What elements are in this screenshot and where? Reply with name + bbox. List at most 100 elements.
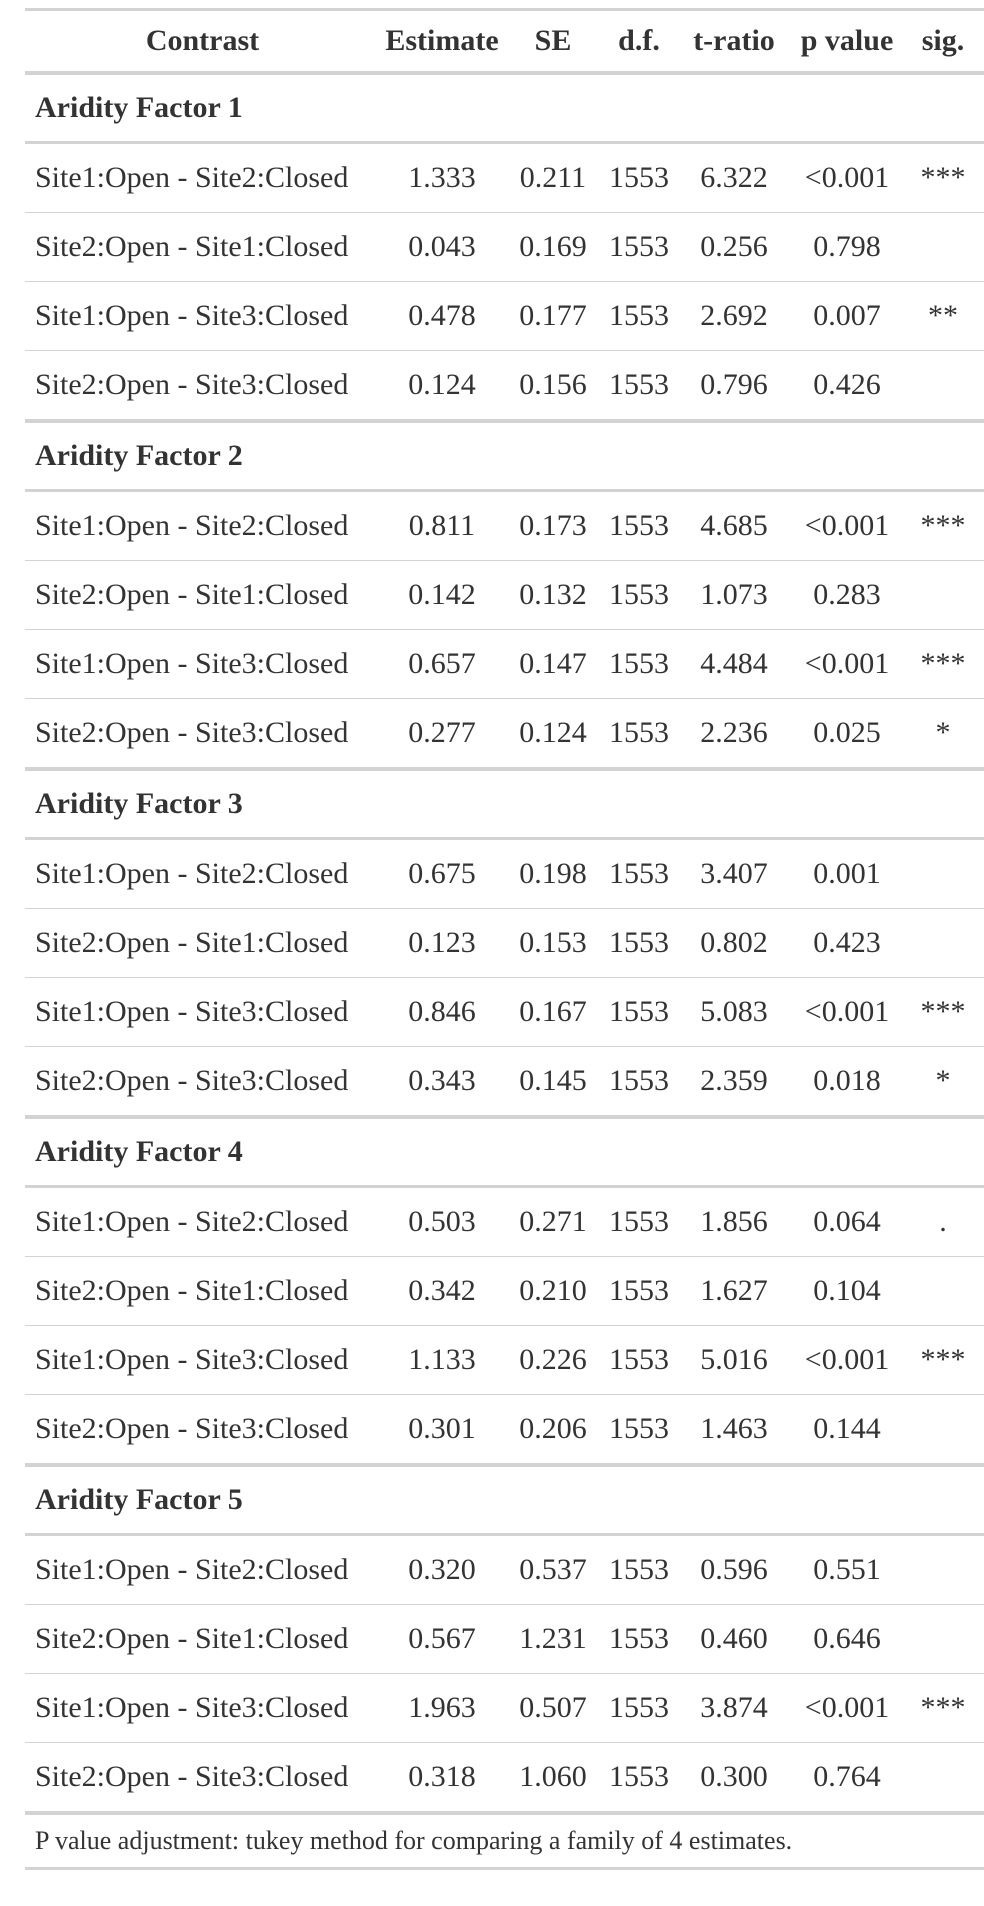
cell-contrast: Site2:Open - Site3:Closed [25, 350, 380, 421]
cell-estimate: 0.343 [380, 1046, 504, 1117]
cell-df: 1553 [602, 1325, 676, 1395]
cell-contrast: Site1:Open - Site2:Closed [25, 1534, 380, 1605]
table-footer: P value adjustment: tukey method for com… [25, 1813, 984, 1869]
cell-df: 1553 [602, 1673, 676, 1743]
cell-p-value: 0.025 [792, 698, 902, 769]
cell-contrast: Site2:Open - Site3:Closed [25, 1046, 380, 1117]
cell-t-ratio: 1.073 [676, 560, 792, 630]
cell-estimate: 0.846 [380, 977, 504, 1047]
group-label: Aridity Factor 2 [25, 419, 984, 492]
cell-se: 0.507 [504, 1673, 602, 1743]
cell-p-value: 0.007 [792, 281, 902, 351]
cell-estimate: 0.124 [380, 350, 504, 421]
table-row: Site1:Open - Site3:Closed 1.963 0.507 1553 3… [25, 1673, 984, 1743]
footnote-row: P value adjustment: tukey method for com… [25, 1813, 984, 1869]
cell-t-ratio: 5.016 [676, 1325, 792, 1395]
column-header-sig: sig. [921, 24, 965, 57]
cell-contrast: Site1:Open - Site2:Closed [25, 142, 380, 213]
cell-p-value: 0.426 [792, 350, 902, 421]
cell-estimate: 1.963 [380, 1673, 504, 1743]
cell-estimate: 0.478 [380, 281, 504, 351]
group-row: Aridity Factor 5 [25, 1463, 984, 1536]
column-header-df: d.f. [618, 24, 660, 57]
table-row: Site1:Open - Site2:Closed 0.811 0.173 1553 4… [25, 490, 984, 561]
cell-estimate: 0.503 [380, 1186, 504, 1257]
column-header-contrast: Contrast [145, 24, 260, 57]
cell-se: 0.210 [504, 1256, 602, 1326]
cell-se: 0.211 [504, 142, 602, 213]
cell-df: 1553 [602, 698, 676, 769]
cell-df: 1553 [602, 629, 676, 699]
cell-t-ratio: 3.874 [676, 1673, 792, 1743]
cell-contrast: Site2:Open - Site3:Closed [25, 1742, 380, 1813]
cell-p-value: 0.551 [792, 1534, 902, 1605]
cell-df: 1553 [602, 1604, 676, 1674]
cell-estimate: 0.123 [380, 908, 504, 978]
cell-t-ratio: 1.463 [676, 1394, 792, 1465]
cell-df: 1553 [602, 1394, 676, 1465]
cell-contrast: Site1:Open - Site2:Closed [25, 838, 380, 909]
cell-df: 1553 [602, 560, 676, 630]
cell-df: 1553 [602, 350, 676, 421]
cell-sig: *** [902, 490, 984, 561]
cell-df: 1553 [602, 1046, 676, 1117]
cell-sig: *** [902, 142, 984, 213]
cell-se: 0.132 [504, 560, 602, 630]
cell-p-value: 0.764 [792, 1742, 902, 1813]
cell-sig: *** [902, 977, 984, 1047]
table-row: Site2:Open - Site3:Closed 0.277 0.124 1553 2… [25, 698, 984, 769]
cell-se: 0.145 [504, 1046, 602, 1117]
cell-df: 1553 [602, 977, 676, 1047]
table-body: Aridity Factor 1 Site1:Open - Site2:Close… [25, 73, 984, 1813]
cell-sig [902, 560, 984, 630]
table-row: Site1:Open - Site3:Closed 1.133 0.226 1553 5… [25, 1325, 984, 1395]
table-row: Site2:Open - Site1:Closed 0.123 0.153 1553 0… [25, 908, 984, 978]
group-row: Aridity Factor 4 [25, 1115, 984, 1188]
cell-p-value: <0.001 [792, 629, 902, 699]
cell-sig [902, 1394, 984, 1465]
cell-p-value: 0.423 [792, 908, 902, 978]
cell-t-ratio: 4.685 [676, 490, 792, 561]
column-header-p-value: p value [800, 24, 894, 57]
cell-estimate: 0.301 [380, 1394, 504, 1465]
cell-p-value: <0.001 [792, 1325, 902, 1395]
cell-sig: * [902, 1046, 984, 1117]
cell-contrast: Site2:Open - Site1:Closed [25, 1256, 380, 1326]
cell-t-ratio: 6.322 [676, 142, 792, 213]
table-row: Site1:Open - Site2:Closed 0.320 0.537 1553 0… [25, 1534, 984, 1605]
footnote-text: P value adjustment: tukey method for com… [35, 1826, 793, 1855]
cell-contrast: Site2:Open - Site1:Closed [25, 908, 380, 978]
cell-se: 0.206 [504, 1394, 602, 1465]
cell-t-ratio: 0.256 [676, 212, 792, 282]
cell-df: 1553 [602, 142, 676, 213]
table-row: Site2:Open - Site3:Closed 0.343 0.145 1553 2… [25, 1046, 984, 1117]
cell-t-ratio: 2.692 [676, 281, 792, 351]
cell-df: 1553 [602, 1534, 676, 1605]
table-row: Site2:Open - Site1:Closed 0.142 0.132 1553 1… [25, 560, 984, 630]
table-row: Site2:Open - Site1:Closed 0.043 0.169 1553 0… [25, 212, 984, 282]
table-row: Site1:Open - Site2:Closed 0.675 0.198 1553 3… [25, 838, 984, 909]
table-row: Site2:Open - Site1:Closed 0.567 1.231 1553 0… [25, 1604, 984, 1674]
cell-t-ratio: 2.236 [676, 698, 792, 769]
group-row: Aridity Factor 2 [25, 419, 984, 492]
cell-se: 0.177 [504, 281, 602, 351]
cell-contrast: Site1:Open - Site3:Closed [25, 281, 380, 351]
table-row: Site1:Open - Site3:Closed 0.846 0.167 1553 5… [25, 977, 984, 1047]
cell-se: 0.271 [504, 1186, 602, 1257]
group-label: Aridity Factor 1 [25, 73, 984, 144]
cell-contrast: Site1:Open - Site3:Closed [25, 1325, 380, 1395]
cell-sig [902, 212, 984, 282]
group-label: Aridity Factor 3 [25, 767, 984, 840]
cell-df: 1553 [602, 1186, 676, 1257]
cell-contrast: Site2:Open - Site1:Closed [25, 1604, 380, 1674]
cell-p-value: 0.283 [792, 560, 902, 630]
cell-sig [902, 1256, 984, 1326]
cell-sig [902, 350, 984, 421]
cell-df: 1553 [602, 908, 676, 978]
cell-p-value: 0.018 [792, 1046, 902, 1117]
cell-p-value: 0.001 [792, 838, 902, 909]
cell-df: 1553 [602, 1742, 676, 1813]
cell-se: 0.169 [504, 212, 602, 282]
cell-sig: *** [902, 629, 984, 699]
cell-p-value: <0.001 [792, 1673, 902, 1743]
